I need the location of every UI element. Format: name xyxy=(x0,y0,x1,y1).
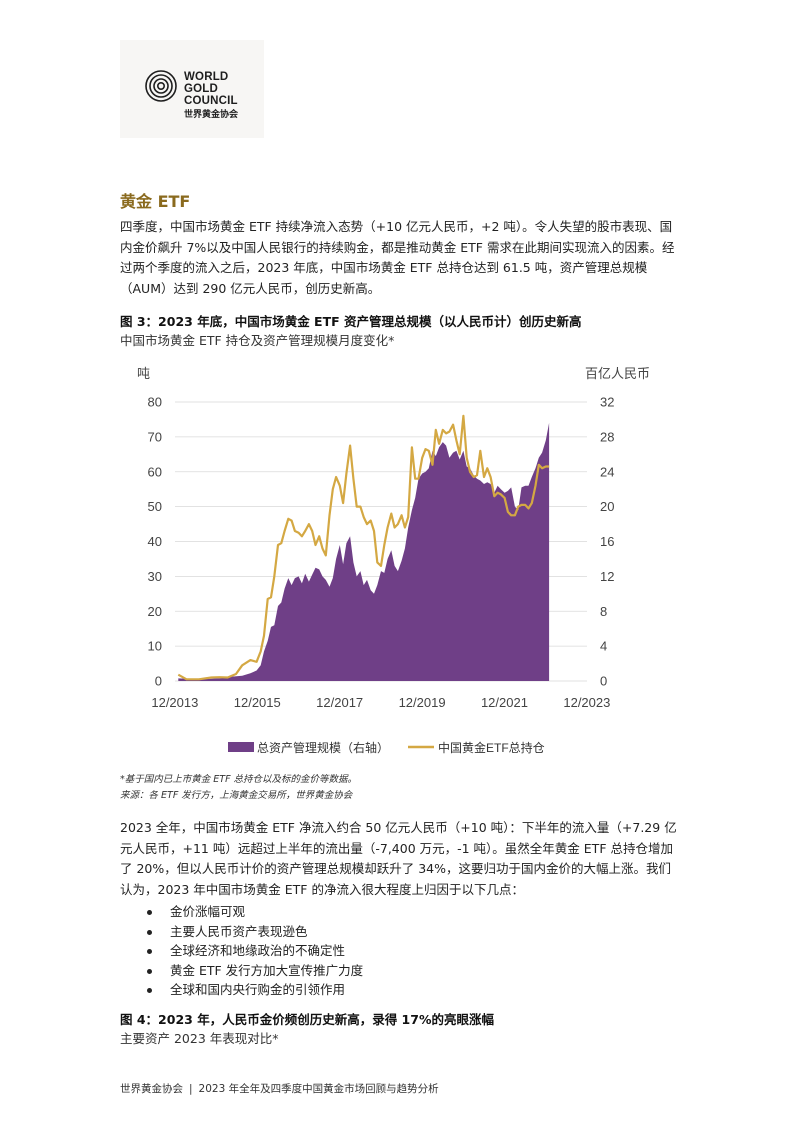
figure-4-title: 图 4：2023 年，人民币金价频创历史新高，录得 17%的亮眼涨幅 xyxy=(120,1012,494,1027)
logo-wordmark: WORLD GOLD COUNCIL xyxy=(184,71,238,107)
y-tick-label-right: 32 xyxy=(600,395,614,410)
figure-4-subtitle: 主要资产 2023 年表现对比* xyxy=(120,1031,279,1046)
paragraph-1: 四季度，中国市场黄金 ETF 持续净流入态势（+10 亿元人民币，+2 吨）。令… xyxy=(120,219,675,296)
x-tick-label: 12/2013 xyxy=(151,695,198,710)
y-tick-label-left: 0 xyxy=(155,674,162,689)
aum-area-series xyxy=(178,422,550,681)
x-tick-label: 12/2021 xyxy=(481,695,528,710)
left-axis-unit: 吨 xyxy=(137,366,150,381)
figure-3-note: *基于国内已上市黄金 ETF 总持仓以及标的金价等数据。 来源：各 ETF 发行… xyxy=(120,772,357,804)
legend-label-holdings: 中国黄金ETF总持仓 xyxy=(438,740,545,755)
logo-line-3: COUNCIL xyxy=(184,95,238,107)
figure-3-title: 图 3：2023 年底，中国市场黄金 ETF 资产管理总规模（以人民币计）创历史… xyxy=(120,314,582,329)
x-tick-label: 12/2017 xyxy=(316,695,363,710)
logo-line-2: GOLD xyxy=(184,83,219,95)
y-tick-label-right: 8 xyxy=(600,604,607,619)
list-item: 金价涨幅可观 xyxy=(145,902,363,922)
figure-3-source: 来源：各 ETF 发行方，上海黄金交易所，世界黄金协会 xyxy=(120,790,353,801)
list-item: 主要人民币资产表现逊色 xyxy=(145,922,363,942)
y-tick-label-left: 60 xyxy=(148,464,162,479)
x-tick-label: 12/2015 xyxy=(234,695,281,710)
y-tick-label-right: 4 xyxy=(600,639,607,654)
holdings-line-series xyxy=(177,414,550,681)
y-tick-label-left: 30 xyxy=(148,569,162,584)
list-item: 全球和国内央行购金的引领作用 xyxy=(145,980,363,1000)
y-tick-label-left: 40 xyxy=(148,534,162,549)
y-tick-label-right: 12 xyxy=(600,569,614,584)
y-tick-label-left: 10 xyxy=(148,639,162,654)
x-tick-label: 12/2019 xyxy=(399,695,446,710)
y-tick-label-left: 80 xyxy=(148,395,162,410)
paragraph-2: 2023 全年，中国市场黄金 ETF 净流入约合 50 亿元人民币（+10 吨）… xyxy=(120,820,677,897)
legend-swatch-aum xyxy=(228,742,254,752)
legend-label-aum: 总资产管理规模（右轴） xyxy=(257,740,389,755)
list-item: 黄金 ETF 发行方加大宣传推广力度 xyxy=(145,961,363,981)
figure-3-footnote: *基于国内已上市黄金 ETF 总持仓以及标的金价等数据。 xyxy=(120,774,358,785)
logo-line-1: WORLD xyxy=(184,71,229,83)
wgc-logo-icon xyxy=(145,70,177,102)
y-tick-label-right: 20 xyxy=(600,499,614,514)
logo-chinese-name: 世界黄金协会 xyxy=(184,110,239,120)
chart-line-layer xyxy=(177,414,550,681)
y-tick-label-right: 28 xyxy=(600,429,614,444)
logo-background xyxy=(120,40,264,138)
footer-doc-title: 2023 年全年及四季度中国黄金市场回顾与趋势分析 xyxy=(198,1083,439,1095)
footer-org: 世界黄金协会 xyxy=(120,1083,183,1095)
y-tick-label-right: 0 xyxy=(600,674,607,689)
y-tick-label-right: 16 xyxy=(600,534,614,549)
section-title: 黄金 ETF xyxy=(120,192,191,211)
x-tick-label: 12/2023 xyxy=(563,695,610,710)
etf-chart: 0 0 10 4 20 8 30 12 40 16 50 20 60 24 70 28 80 32 12/2013 1… xyxy=(137,366,650,755)
y-tick-label-left: 20 xyxy=(148,604,162,619)
reasons-list: 金价涨幅可观 主要人民币资产表现逊色 全球经济和地缘政治的不确定性 黄金 ETF… xyxy=(145,902,363,1000)
page-footer: 世界黄金协会 | 2023 年全年及四季度中国黄金市场回顾与趋势分析 xyxy=(120,1081,439,1096)
y-tick-label-left: 50 xyxy=(148,499,162,514)
right-axis-unit: 百亿人民币 xyxy=(585,366,650,381)
y-tick-label-right: 24 xyxy=(600,464,614,479)
chart-area-layer xyxy=(178,422,550,681)
figure-3-subtitle: 中国市场黄金 ETF 持仓及资产管理规模月度变化* xyxy=(120,333,395,348)
y-tick-label-left: 70 xyxy=(148,429,162,444)
footer-separator: | xyxy=(189,1083,193,1095)
chart-axis-layer: 0 0 10 4 20 8 30 12 40 16 50 20 60 24 70 28 80 32 12/2013 1… xyxy=(148,395,615,711)
list-item: 全球经济和地缘政治的不确定性 xyxy=(145,941,363,961)
